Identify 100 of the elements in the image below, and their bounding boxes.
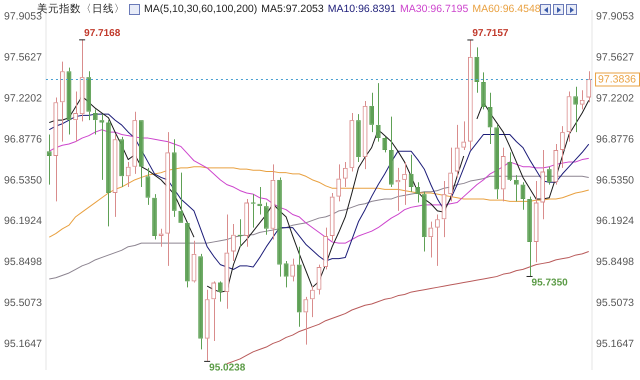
y-tick-label: 96.8776: [4, 133, 42, 146]
candlestick: [146, 167, 150, 206]
candlestick: [303, 296, 308, 346]
candlestick: [257, 186, 262, 215]
candlestick: [534, 180, 538, 263]
candlestick: [514, 174, 519, 202]
y2-tick-label: 97.9053: [596, 10, 634, 23]
candlestick: [152, 194, 157, 240]
y-tick-label: 97.2202: [4, 92, 42, 105]
candlestick: [553, 144, 558, 186]
candlestick: [178, 172, 184, 223]
text: MA60:96.4548: [472, 3, 541, 15]
ref-line-label: 97.3836: [598, 73, 636, 86]
candlestick: [422, 191, 427, 252]
candlestick: [500, 147, 506, 202]
candlestick: [560, 126, 565, 168]
candlestick: [172, 138, 177, 218]
candlestick: [382, 136, 388, 153]
candlestick: [369, 92, 374, 133]
y2-tick-label: 96.8776: [596, 133, 634, 146]
annotation: 95.7350: [532, 278, 568, 289]
candlestick: [106, 120, 111, 227]
candlestick: [408, 154, 414, 192]
candlestick: [126, 161, 131, 188]
y-tick-label: 95.8498: [4, 256, 42, 268]
candlestick: [185, 221, 190, 288]
candlestick: [507, 152, 512, 182]
candlestick: [316, 264, 322, 295]
candlestick: [231, 224, 236, 262]
annotation: 97.7157: [472, 28, 509, 40]
candlestick: [468, 38, 473, 150]
candlestick: [244, 198, 249, 248]
y-tick-label: 96.1924: [4, 215, 42, 228]
candlestick: [211, 280, 216, 342]
candlestick: [112, 134, 118, 218]
candlestick: [376, 82, 381, 142]
candlestick: [362, 100, 368, 170]
y2-tick-label: 97.2202: [596, 92, 634, 105]
candlestick: [66, 67, 72, 135]
candlestick: [158, 228, 164, 248]
candlestick: [520, 182, 526, 210]
candlestick: [138, 120, 144, 188]
candlestick: [132, 111, 138, 174]
y-tick-label: 97.9053: [4, 10, 42, 23]
candlestick: [290, 258, 296, 282]
text: MA10:96.8391: [328, 3, 396, 15]
candlestick: [204, 289, 210, 362]
candlestick: [566, 90, 572, 142]
y2-tick-label: 96.5350: [596, 174, 634, 186]
y-tick-label: 95.5073: [4, 297, 42, 310]
candlestick: [277, 176, 282, 278]
candlestick: [442, 180, 446, 238]
candlestick: [336, 164, 342, 202]
annotation: 97.7168: [84, 28, 121, 40]
candlestick: [323, 227, 328, 270]
y2-tick-label: 95.5073: [596, 297, 634, 310]
candlestick: [488, 92, 492, 145]
candlestick: [586, 70, 592, 103]
candlestick: [474, 46, 480, 94]
candlestick: [527, 196, 532, 276]
candlestick: [330, 192, 335, 242]
candlestick: [481, 72, 486, 110]
candlestick: [350, 112, 354, 172]
candlestick: [264, 202, 269, 236]
candlestick: [218, 280, 223, 302]
text: MA30:96.7195: [400, 3, 468, 15]
candlestick: [192, 240, 196, 284]
y2-tick-label: 95.1647: [596, 338, 634, 350]
candlestick: [284, 260, 288, 288]
candlestick: [119, 136, 124, 188]
candlestick: [86, 70, 92, 121]
y2-tick-label: 97.5627: [596, 52, 634, 64]
candlestick: [494, 124, 500, 200]
candlestick: [165, 132, 170, 266]
candlestick: [461, 120, 466, 150]
candlestick: [454, 124, 460, 178]
candlestick: [546, 166, 552, 186]
candlestick: [53, 96, 58, 202]
chart-subtitle: MA(5,10,30,60,100,200): [144, 3, 258, 15]
candlestick: [428, 221, 434, 258]
candlestick: [448, 147, 453, 202]
y-tick-label: 96.5350: [4, 174, 42, 186]
candlestick: [198, 253, 203, 350]
candlestick: [573, 86, 578, 133]
y-tick-label: 95.1647: [4, 338, 42, 350]
y2-tick-label: 95.8498: [596, 256, 634, 268]
candlestick: [296, 246, 302, 328]
candlestick: [46, 134, 52, 186]
text: MA5:97.2053: [261, 3, 324, 15]
candlestick: [224, 214, 230, 310]
candlestick: [270, 164, 276, 240]
candlestick: [356, 114, 361, 162]
candlestick: [540, 150, 546, 220]
candlestick: [310, 286, 315, 318]
candlestick: [389, 116, 394, 188]
annotation: 95.0238: [209, 362, 246, 374]
candlestick: [435, 214, 440, 266]
candlestick: [60, 61, 65, 142]
y-tick-label: 97.5627: [4, 52, 42, 64]
y2-tick-label: 96.1924: [596, 215, 634, 228]
